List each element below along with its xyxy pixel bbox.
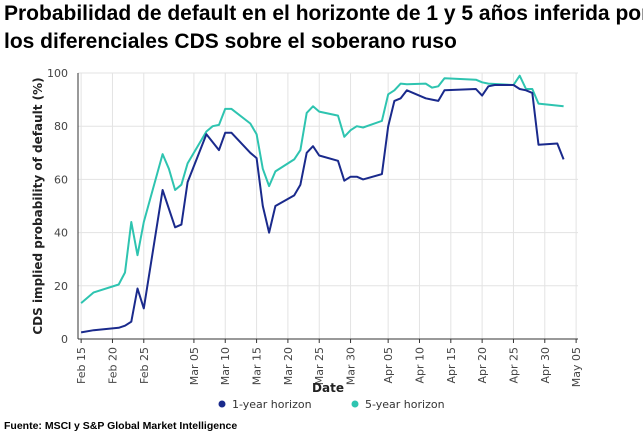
gridlines xyxy=(78,72,578,340)
x-tick-label: Feb 25 xyxy=(138,347,151,384)
series-lines xyxy=(80,74,565,334)
y-tick-label: 20 xyxy=(54,280,68,293)
series-line-one-year xyxy=(80,84,565,334)
x-tick-label: Feb 15 xyxy=(75,347,88,384)
source-note: Fuente: MSCI y S&P Global Market Intelli… xyxy=(4,420,238,432)
x-tick-label: Apr 25 xyxy=(507,347,520,384)
chart-title-line-2: los diferenciales CDS sobre el soberano … xyxy=(4,30,457,53)
x-tick-label: Mar 30 xyxy=(345,347,358,385)
x-tick-label: Mar 05 xyxy=(188,347,201,385)
legend-label-one-year: 1-year horizon xyxy=(232,398,312,411)
y-axis-label: CDS implied probability of default (%) xyxy=(31,77,45,334)
x-tick-label: Feb 20 xyxy=(106,347,119,384)
legend-marker-one-year xyxy=(218,400,226,408)
x-axis-label: Date xyxy=(312,381,344,395)
legend-marker-five-year xyxy=(351,400,359,408)
x-tick-label: Apr 10 xyxy=(413,347,426,384)
x-tick-label: May 05 xyxy=(570,347,583,387)
chart-title: Probabilidad de default en el horizonte … xyxy=(4,0,643,56)
x-tick-label: Mar 10 xyxy=(219,347,232,385)
y-tick-label: 60 xyxy=(54,173,68,186)
y-tick-label: 80 xyxy=(54,120,68,133)
axes: 0 20 40 60 80 100 Feb 15 Feb 20 Feb 25 Mar 05 Mar … xyxy=(47,67,583,387)
legend: 1-year horizon 5-year horizon xyxy=(218,398,445,411)
x-tick-label: Apr 30 xyxy=(539,347,552,384)
x-tick-label: Mar 25 xyxy=(313,347,326,385)
y-tick-label: 0 xyxy=(61,333,68,346)
series-line-five-year xyxy=(80,74,564,304)
line-chart: 0 20 40 60 80 100 Feb 15 Feb 20 Feb 25 Mar 05 Mar … xyxy=(31,67,583,411)
x-tick-label: Apr 20 xyxy=(476,347,489,384)
x-tick-label: Apr 05 xyxy=(382,347,395,384)
x-tick-label: Apr 15 xyxy=(445,347,458,384)
y-tick-label: 40 xyxy=(54,227,68,240)
x-tick-label: Mar 15 xyxy=(251,347,264,385)
legend-label-five-year: 5-year horizon xyxy=(365,398,445,411)
x-tick-label: Mar 20 xyxy=(282,347,295,385)
chart-title-line-1: Probabilidad de default en el horizonte … xyxy=(4,2,643,25)
y-tick-label: 100 xyxy=(47,67,68,80)
